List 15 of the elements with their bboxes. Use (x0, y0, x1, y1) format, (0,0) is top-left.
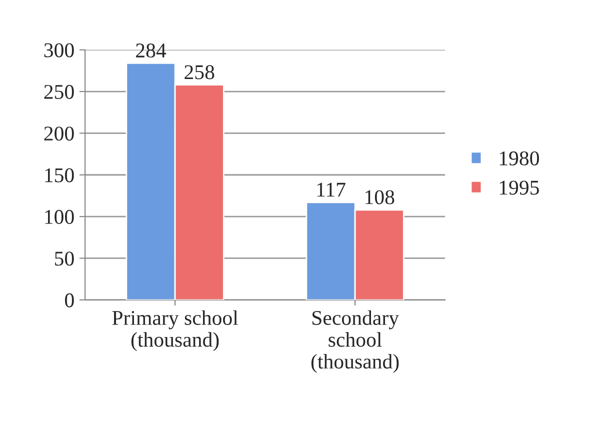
data-label: 284 (136, 44, 166, 58)
data-label: 258 (184, 65, 214, 80)
data-label: 117 (317, 182, 346, 197)
x-tick-label: Secondary school (thousand) (311, 310, 399, 373)
y-tick-label: 300 (44, 43, 74, 58)
data-label: 108 (366, 190, 394, 204)
x-tick-label: Primary school (thousand) (112, 310, 238, 352)
legend-label: 1980 (500, 151, 539, 166)
legend-label: 1995 (500, 180, 539, 195)
y-tick-label: 150 (45, 168, 74, 182)
y-tick-label: 250 (44, 84, 74, 99)
y-tick-label: 50 (55, 252, 74, 266)
y-tick-label: 0 (65, 293, 74, 308)
y-tick-label: 200 (44, 126, 74, 141)
y-tick-label: 100 (45, 210, 74, 224)
